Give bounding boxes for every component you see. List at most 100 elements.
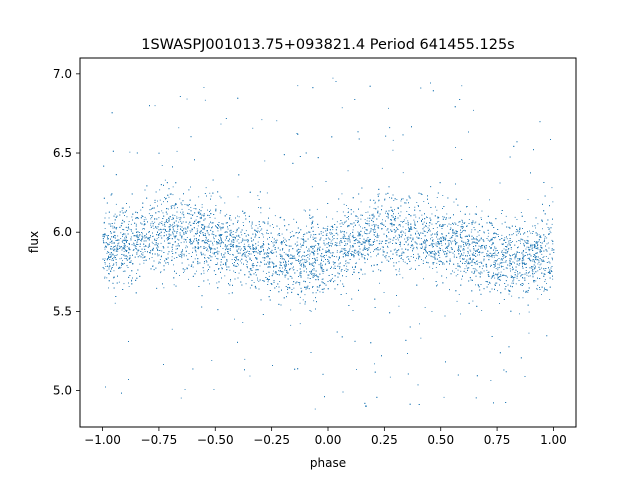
data-point	[224, 275, 226, 277]
data-point	[107, 251, 109, 253]
data-point	[167, 208, 169, 210]
data-point	[230, 219, 232, 221]
data-point	[522, 256, 524, 258]
data-point	[471, 253, 473, 255]
data-point	[363, 249, 365, 250]
data-point	[106, 277, 108, 279]
data-point	[161, 255, 162, 257]
data-point	[230, 248, 231, 250]
data-point	[254, 250, 256, 252]
data-point	[184, 389, 186, 390]
data-point	[330, 278, 332, 280]
data-point	[505, 215, 507, 217]
data-point	[155, 244, 157, 246]
data-point	[515, 231, 517, 233]
data-point	[212, 244, 214, 246]
data-point	[242, 222, 244, 223]
data-point	[185, 247, 187, 249]
data-point	[288, 263, 289, 265]
data-point	[249, 257, 251, 259]
data-point	[245, 230, 247, 232]
data-point	[536, 241, 538, 242]
data-point	[247, 250, 248, 252]
data-point	[123, 283, 125, 285]
data-point	[537, 298, 539, 300]
data-point	[541, 247, 543, 249]
data-point	[276, 286, 277, 287]
data-point	[374, 202, 376, 204]
data-point	[113, 270, 115, 272]
data-point	[229, 269, 231, 271]
data-point	[119, 258, 121, 260]
data-point	[184, 269, 186, 270]
data-point	[442, 224, 443, 226]
data-point	[414, 260, 416, 262]
data-point	[183, 255, 185, 257]
data-point	[156, 238, 158, 240]
data-point	[418, 233, 420, 235]
data-point	[543, 256, 545, 258]
data-point	[123, 245, 125, 247]
data-point	[463, 258, 465, 260]
data-point	[337, 234, 339, 236]
data-point	[394, 220, 396, 222]
data-point	[339, 251, 341, 253]
data-point	[204, 99, 206, 101]
data-point	[377, 193, 379, 195]
data-point	[374, 201, 376, 203]
data-point	[535, 253, 537, 255]
data-point	[332, 277, 333, 279]
data-point	[202, 224, 203, 226]
data-point	[136, 231, 138, 233]
data-point	[161, 250, 163, 252]
data-point	[309, 282, 311, 283]
data-point	[530, 243, 532, 245]
data-point	[354, 249, 355, 251]
data-point	[249, 375, 251, 377]
data-point	[462, 222, 464, 223]
data-point	[345, 255, 347, 256]
data-point	[515, 283, 517, 285]
data-point	[112, 247, 114, 249]
data-point	[418, 256, 419, 258]
data-point	[280, 216, 282, 218]
data-point	[527, 258, 529, 259]
data-point	[153, 227, 155, 229]
data-point	[455, 268, 457, 269]
data-point	[176, 150, 178, 152]
data-point	[227, 245, 228, 247]
data-point	[394, 209, 395, 211]
data-point	[314, 257, 315, 259]
data-point	[443, 263, 445, 265]
data-point	[431, 256, 433, 258]
data-point	[197, 225, 199, 227]
data-point	[525, 270, 527, 271]
data-point	[436, 197, 438, 198]
data-point	[114, 213, 116, 215]
data-point	[385, 212, 386, 214]
data-point	[464, 236, 466, 238]
data-point	[108, 255, 109, 257]
data-point	[268, 255, 269, 257]
data-point	[179, 225, 181, 227]
data-point	[192, 247, 194, 249]
data-point	[304, 233, 306, 235]
data-point	[334, 244, 336, 246]
data-point	[236, 256, 238, 257]
data-point	[218, 239, 219, 241]
data-point	[323, 256, 324, 257]
data-point	[149, 204, 151, 206]
data-point	[259, 265, 261, 267]
data-point	[388, 238, 390, 240]
data-point	[506, 238, 508, 240]
data-point	[532, 260, 534, 262]
data-point	[551, 250, 553, 251]
data-point	[544, 236, 546, 238]
data-point	[111, 248, 113, 250]
data-point	[431, 242, 433, 244]
data-point	[238, 234, 240, 236]
data-point	[442, 216, 444, 218]
data-point	[459, 234, 461, 236]
data-point	[205, 260, 207, 261]
data-point	[407, 236, 409, 238]
